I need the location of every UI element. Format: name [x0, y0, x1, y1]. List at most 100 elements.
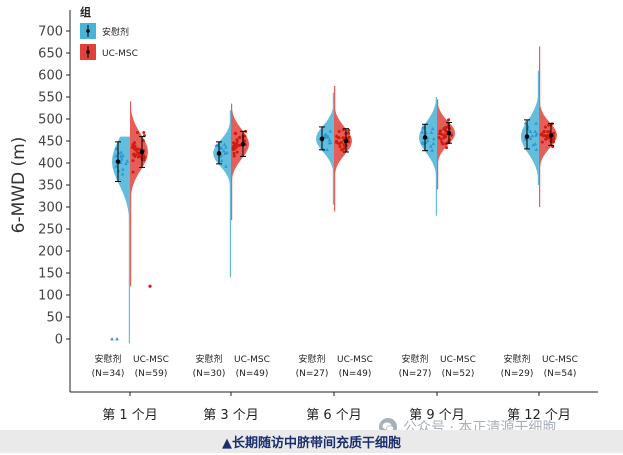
placebo-point — [432, 136, 436, 141]
ucmsc-point — [232, 154, 236, 158]
ucmsc-point — [447, 118, 451, 122]
ucmsc-point — [132, 153, 136, 157]
ucmsc-point — [543, 134, 547, 138]
placebo-n-label: (N=30) — [193, 369, 226, 379]
placebo-point — [119, 154, 124, 159]
legend-point — [86, 50, 90, 54]
placebo-point — [325, 134, 329, 138]
ucmsc-mean-point — [446, 130, 452, 136]
x-tick-label: 第 6 个月 — [306, 408, 362, 423]
ucmsc-point — [546, 134, 550, 138]
placebo-point — [528, 129, 533, 133]
placebo-point — [534, 147, 539, 152]
placebo-point — [224, 145, 228, 149]
ucmsc-point — [335, 139, 339, 143]
placebo-point — [121, 153, 125, 158]
y-tick-label: 250 — [38, 223, 63, 238]
ucmsc-n-label: (N=52) — [442, 369, 475, 379]
placebo-violin — [112, 136, 130, 344]
x-tick-label: 第 1 个月 — [102, 408, 158, 423]
placebo-point — [225, 150, 229, 155]
placebo-point — [114, 153, 118, 158]
ucmsc-n-label: (N=49) — [236, 369, 269, 379]
ucmsc-point — [142, 131, 146, 135]
placebo-point — [327, 141, 332, 145]
placebo-point — [530, 133, 535, 138]
ucmsc-point — [141, 153, 145, 157]
ucmsc-n-label: (N=49) — [339, 369, 372, 379]
placebo-point — [120, 172, 125, 176]
placebo-point — [327, 137, 332, 142]
placebo-point — [214, 143, 219, 148]
placebo-point — [429, 144, 433, 148]
violin-chart: 0 50 100 150 200 250 300 350 400 450 500 550 600 650 7… — [9, 5, 598, 423]
placebo-arm-label: 安慰剂 — [94, 353, 121, 365]
ucmsc-point — [347, 131, 351, 135]
placebo-point — [420, 130, 425, 134]
placebo-violin — [419, 97, 437, 216]
placebo-arm-label: 安慰剂 — [503, 353, 530, 365]
ucmsc-point — [336, 141, 340, 145]
y-tick-label: 600 — [38, 69, 63, 84]
ucmsc-point — [131, 159, 135, 163]
placebo-point — [533, 142, 538, 146]
ucmsc-point — [131, 170, 135, 174]
ucmsc-point — [337, 129, 341, 133]
placebo-mean-point — [524, 134, 530, 139]
placebo-point — [431, 141, 436, 146]
ucmsc-point — [237, 144, 241, 148]
ucmsc-arm-label: UC-MSC — [133, 355, 169, 365]
y-tick-label: 650 — [38, 47, 63, 62]
ucmsc-point — [341, 147, 345, 151]
ucmsc-point — [133, 147, 137, 151]
placebo-point — [531, 143, 536, 147]
ucmsc-point — [347, 128, 351, 132]
ucmsc-point — [439, 129, 443, 133]
placebo-point — [534, 121, 538, 125]
ucmsc-n-label: (N=59) — [135, 369, 168, 379]
placebo-point — [425, 138, 430, 143]
placebo-arm-label: 安慰剂 — [401, 353, 428, 365]
placebo-point — [114, 146, 118, 151]
x-tick-label: 第 3 个月 — [203, 408, 259, 423]
outlier-point — [110, 337, 114, 341]
placebo-point — [119, 150, 124, 154]
ucmsc-point — [437, 135, 441, 139]
ucmsc-n-label: (N=54) — [544, 369, 577, 379]
ucmsc-point — [143, 155, 147, 159]
x-tick-label: 第 9 个月 — [409, 408, 465, 423]
y-tick-label: 700 — [38, 25, 63, 40]
placebo-violin — [521, 70, 539, 185]
ucmsc-point — [347, 135, 351, 139]
ucmsc-point — [232, 144, 236, 148]
ucmsc-mean-point — [139, 149, 145, 155]
placebo-n-label: (N=27) — [296, 369, 329, 379]
placebo-point — [528, 136, 533, 140]
placebo-mean-point — [216, 151, 222, 156]
ucmsc-point — [237, 135, 241, 139]
ucmsc-point — [341, 136, 345, 140]
ucmsc-point — [443, 126, 447, 130]
ucmsc-mean-point — [240, 141, 246, 147]
ucmsc-point — [235, 138, 239, 142]
legend-label: UC-MSC — [102, 49, 138, 59]
legend-label: 安慰剂 — [102, 26, 129, 38]
ucmsc-point — [539, 133, 543, 137]
placebo-point — [421, 125, 425, 129]
placebo-point — [224, 164, 228, 168]
ucmsc-point — [445, 146, 449, 150]
ucmsc-point — [540, 140, 544, 144]
placebo-point — [325, 147, 329, 152]
chart-svg: 0 50 100 150 200 250 300 350 400 450 500 550 600 650 7… — [9, 5, 598, 423]
placebo-point — [124, 161, 128, 166]
ucmsc-point — [545, 130, 549, 134]
ucmsc-point — [438, 132, 442, 136]
placebo-n-label: (N=29) — [501, 369, 534, 379]
figure-caption: ▲长期随访中脐带间充质干细胞 — [0, 430, 623, 453]
y-axis-label: 6-MWD (m) — [9, 137, 29, 234]
ucmsc-point — [442, 133, 446, 137]
placebo-point — [125, 159, 130, 163]
ucmsc-mean-point — [548, 132, 554, 138]
ucmsc-point — [440, 132, 444, 136]
placebo-violin — [213, 110, 231, 278]
